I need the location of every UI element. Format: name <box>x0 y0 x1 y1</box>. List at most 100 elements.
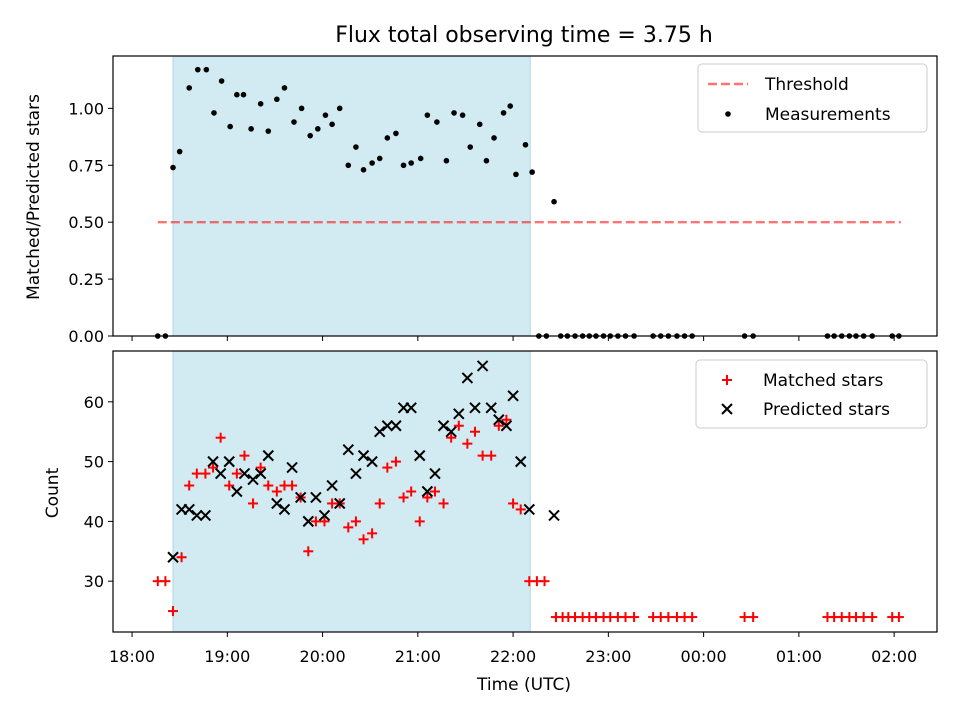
matched-point <box>438 498 449 509</box>
predicted-point <box>271 497 283 510</box>
legend-predicted-swatch-b <box>721 403 733 415</box>
matched-point <box>168 606 179 617</box>
measurement-point <box>307 132 313 139</box>
matched-point <box>215 432 226 443</box>
predicted-point <box>302 515 314 528</box>
predicted-marker-b <box>453 408 465 420</box>
matched-point <box>239 450 250 461</box>
measurement-point <box>257 101 264 107</box>
predicted-marker-b <box>278 503 291 516</box>
measurement-point <box>417 155 424 162</box>
bottom-ytick-label: 50 <box>84 453 104 472</box>
matched-point <box>501 414 512 425</box>
matched-point <box>310 516 321 527</box>
predicted-point <box>523 503 535 516</box>
predicted-point <box>414 449 426 462</box>
predicted-marker-b <box>493 414 505 426</box>
bottom-panel: 30 40 50 60 18:00 19:00 20:00 21:00 22:00 23:00 00… <box>84 350 938 666</box>
predicted-point <box>357 449 370 462</box>
predicted-point <box>294 491 307 504</box>
matched-point <box>255 462 266 473</box>
legend-measurement-swatch <box>725 111 731 117</box>
matched-point <box>429 486 440 497</box>
measurement-point <box>176 148 183 155</box>
top-shaded-span <box>172 55 531 337</box>
matched-point <box>867 612 878 623</box>
matched-point <box>231 468 242 479</box>
measurement-point <box>434 119 440 125</box>
predicted-point <box>214 467 227 480</box>
predicted-marker-b <box>548 509 560 522</box>
predicted-marker-b <box>191 509 203 522</box>
predicted-marker-b <box>445 426 457 438</box>
measurement-point <box>218 78 225 84</box>
measurement-point <box>240 91 247 98</box>
matched-point <box>477 450 488 461</box>
bottom-axes-frame <box>112 350 938 633</box>
predicted-point <box>326 479 338 492</box>
measurement-point <box>345 162 352 169</box>
matched-point <box>390 456 401 467</box>
predicted-point <box>476 360 489 372</box>
x-axis-label: Time (UTC) <box>476 675 571 695</box>
measurement-point <box>194 66 201 73</box>
predicted-marker-b <box>414 449 426 462</box>
measurement-point <box>476 121 483 128</box>
matched-point <box>191 468 202 479</box>
matched-point <box>184 480 195 491</box>
matched-point <box>858 612 869 623</box>
xtick-label: 01:00 <box>776 647 822 666</box>
top-legend-box <box>697 63 928 133</box>
xtick-label: 19:00 <box>204 647 250 666</box>
predicted-marker-b <box>167 551 179 563</box>
predicted-point <box>334 497 346 510</box>
predicted-point <box>262 449 274 462</box>
measurement-point <box>186 85 193 91</box>
matched-point <box>663 612 674 623</box>
matched-point <box>414 516 425 527</box>
predicted-marker-b <box>238 467 251 480</box>
matched-point <box>160 576 171 587</box>
bottom-legend: Matched stars Predicted stars <box>695 359 928 429</box>
predicted-marker-b <box>342 443 354 456</box>
measurement-point <box>522 141 529 148</box>
matched-point <box>358 534 369 545</box>
predicted-point <box>350 467 362 480</box>
predicted-point <box>381 420 394 432</box>
predicted-marker-b <box>476 360 489 372</box>
measurement-point <box>170 164 176 171</box>
bottom-ytick-label: 60 <box>84 393 104 412</box>
measurement-point <box>281 85 288 91</box>
predicted-marker-b <box>350 467 362 480</box>
predicted-point <box>223 455 235 468</box>
predicted-point <box>254 467 267 480</box>
measurement-point <box>211 110 217 116</box>
matched-point <box>248 498 259 509</box>
matched-point <box>422 492 433 503</box>
predicted-point <box>453 408 465 420</box>
measurement-point <box>360 167 367 173</box>
matched-point <box>350 516 361 527</box>
predicted-marker-b <box>485 402 497 414</box>
matched-point <box>406 486 417 497</box>
predicted-point <box>405 402 417 414</box>
measurement-point <box>234 91 240 98</box>
predicted-point <box>507 390 519 402</box>
predicted-point <box>366 455 378 468</box>
xtick-label: 20:00 <box>300 647 346 666</box>
measurement-point <box>274 96 280 103</box>
matched-point <box>224 480 235 491</box>
bottom-ylabel: Count <box>43 467 63 518</box>
matched-point <box>287 480 298 491</box>
measurement-point <box>529 169 535 175</box>
legend-measurement-label: Measurements <box>765 105 891 125</box>
bottom-ytick-label: 40 <box>84 512 104 531</box>
predicted-point <box>342 443 354 456</box>
matched-point <box>343 522 354 533</box>
xtick-label: 02:00 <box>871 647 917 666</box>
measurement-point <box>459 112 466 118</box>
matched-point <box>687 612 698 623</box>
predicted-marker-b <box>326 479 338 492</box>
matched-point <box>398 492 409 503</box>
matched-point <box>303 546 314 557</box>
